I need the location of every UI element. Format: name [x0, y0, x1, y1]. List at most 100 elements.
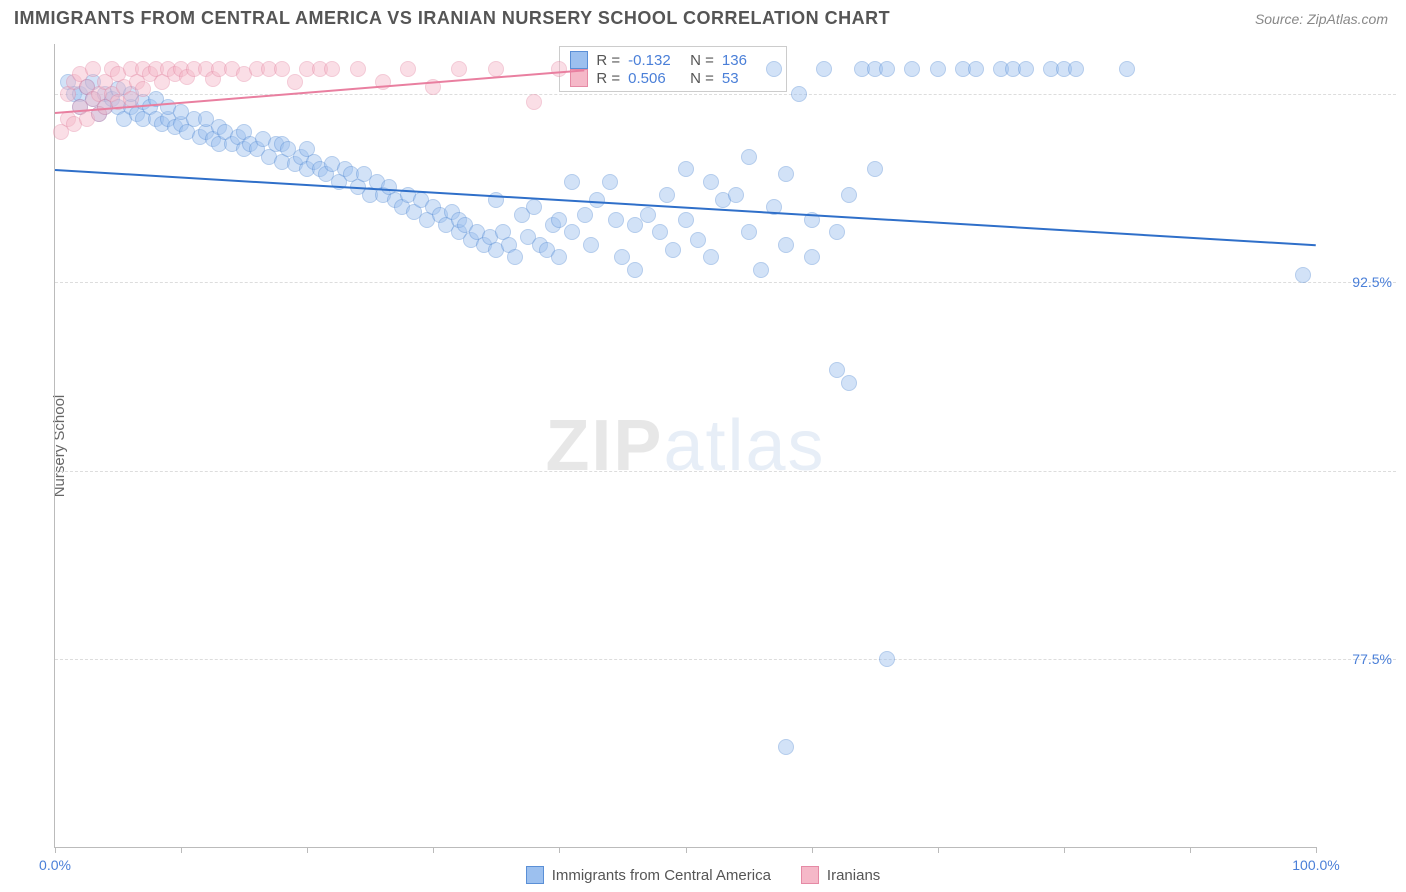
x-tick [433, 847, 434, 853]
x-tick [1190, 847, 1191, 853]
plot-wrapper: Nursery School ZIPatlas R =-0.132N =136R… [14, 44, 1396, 848]
data-point [608, 212, 624, 228]
data-point [778, 237, 794, 253]
data-point [135, 81, 151, 97]
source-label: Source: [1255, 11, 1303, 27]
data-point [526, 199, 542, 215]
data-point [274, 61, 290, 77]
data-point [904, 61, 920, 77]
data-point [659, 187, 675, 203]
data-point [841, 187, 857, 203]
data-point [753, 262, 769, 278]
data-point [778, 739, 794, 755]
data-point [1068, 61, 1084, 77]
data-point [551, 212, 567, 228]
data-point [728, 187, 744, 203]
x-tick [307, 847, 308, 853]
data-point [741, 149, 757, 165]
r-value: 0.506 [628, 70, 682, 87]
n-label: N = [690, 70, 714, 87]
stats-legend: R =-0.132N =136R =0.506N =53 [559, 46, 787, 92]
data-point [287, 74, 303, 90]
legend-swatch [801, 866, 819, 884]
legend-swatch [526, 866, 544, 884]
trend-line [55, 169, 1316, 246]
data-point [640, 207, 656, 223]
data-point [778, 166, 794, 182]
title-bar: IMMIGRANTS FROM CENTRAL AMERICA VS IRANI… [0, 0, 1406, 35]
data-point [488, 61, 504, 77]
x-tick [55, 847, 56, 853]
r-label: R = [596, 70, 620, 87]
y-tick-label: 92.5% [1352, 274, 1392, 290]
data-point [879, 651, 895, 667]
data-point [829, 362, 845, 378]
data-point [652, 224, 668, 240]
stats-legend-row: R =0.506N =53 [570, 69, 776, 87]
source-link[interactable]: ZipAtlas.com [1307, 11, 1388, 27]
data-point [507, 249, 523, 265]
data-point [968, 61, 984, 77]
data-point [703, 249, 719, 265]
data-point [488, 192, 504, 208]
watermark-part2: atlas [663, 406, 825, 486]
data-point [678, 161, 694, 177]
x-tick [181, 847, 182, 853]
gridline [55, 471, 1396, 472]
data-point [551, 61, 567, 77]
x-tick [559, 847, 560, 853]
gridline [55, 282, 1396, 283]
data-point [1119, 61, 1135, 77]
legend-label: Immigrants from Central America [552, 867, 771, 884]
watermark-part1: ZIP [545, 406, 663, 486]
r-label: R = [596, 52, 620, 69]
scatter-plot: ZIPatlas R =-0.132N =136R =0.506N =53 77… [54, 44, 1316, 848]
data-point [690, 232, 706, 248]
n-label: N = [690, 52, 714, 69]
data-point [879, 61, 895, 77]
data-point [551, 249, 567, 265]
data-point [804, 249, 820, 265]
r-value: -0.132 [628, 52, 682, 69]
y-tick-label: 77.5% [1352, 651, 1392, 667]
data-point [85, 61, 101, 77]
x-tick [938, 847, 939, 853]
stats-legend-row: R =-0.132N =136 [570, 51, 776, 69]
data-point [741, 224, 757, 240]
data-point [829, 224, 845, 240]
data-point [791, 86, 807, 102]
data-point [583, 237, 599, 253]
x-tick [1316, 847, 1317, 853]
data-point [324, 61, 340, 77]
data-point [602, 174, 618, 190]
source-attribution: Source: ZipAtlas.com [1255, 11, 1388, 27]
data-point [526, 94, 542, 110]
data-point [841, 375, 857, 391]
data-point [577, 207, 593, 223]
data-point [703, 174, 719, 190]
data-point [614, 249, 630, 265]
data-point [564, 174, 580, 190]
data-point [678, 212, 694, 228]
legend-swatch [570, 51, 588, 69]
data-point [867, 161, 883, 177]
data-point [930, 61, 946, 77]
chart-title: IMMIGRANTS FROM CENTRAL AMERICA VS IRANI… [14, 8, 890, 29]
x-tick [812, 847, 813, 853]
x-tick [1064, 847, 1065, 853]
data-point [400, 61, 416, 77]
data-point [627, 262, 643, 278]
legend-label: Iranians [827, 867, 880, 884]
legend-item: Immigrants from Central America [526, 866, 771, 884]
data-point [451, 61, 467, 77]
legend-item: Iranians [801, 866, 880, 884]
x-tick [686, 847, 687, 853]
data-point [564, 224, 580, 240]
watermark: ZIPatlas [545, 405, 825, 487]
data-point [589, 192, 605, 208]
data-point [1018, 61, 1034, 77]
data-point [766, 61, 782, 77]
data-point [665, 242, 681, 258]
data-point [350, 61, 366, 77]
data-point [816, 61, 832, 77]
